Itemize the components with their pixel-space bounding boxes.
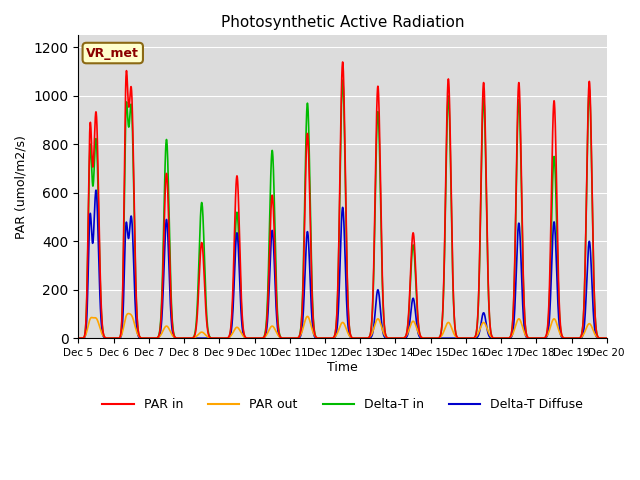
Delta-T in: [216, 336, 223, 341]
X-axis label: Time: Time: [327, 360, 358, 374]
Line: Delta-T in: Delta-T in: [79, 80, 607, 338]
PAR out: [593, 334, 600, 339]
Delta-T Diffuse: [300, 293, 308, 299]
Delta-T in: [603, 336, 611, 341]
Delta-T Diffuse: [92, 187, 100, 193]
PAR in: [300, 243, 308, 249]
PAR out: [300, 321, 308, 326]
Line: PAR in: PAR in: [79, 62, 607, 338]
Legend: PAR in, PAR out, Delta-T in, Delta-T Diffuse: PAR in, PAR out, Delta-T in, Delta-T Dif…: [97, 393, 588, 416]
PAR in: [536, 336, 543, 341]
Delta-T in: [536, 336, 543, 341]
Line: Delta-T Diffuse: Delta-T Diffuse: [79, 190, 607, 338]
Delta-T Diffuse: [166, 297, 174, 302]
PAR out: [603, 336, 611, 341]
Delta-T in: [339, 77, 346, 83]
PAR in: [215, 336, 223, 341]
Delta-T in: [135, 331, 143, 336]
PAR in: [166, 267, 174, 273]
PAR in: [277, 335, 285, 341]
Delta-T Diffuse: [593, 334, 600, 340]
Delta-T in: [300, 230, 308, 236]
Delta-T Diffuse: [135, 334, 143, 340]
PAR in: [603, 336, 611, 341]
Delta-T Diffuse: [277, 335, 285, 341]
PAR out: [215, 336, 223, 341]
PAR out: [125, 311, 132, 316]
PAR in: [339, 59, 346, 65]
PAR in: [135, 330, 143, 336]
PAR out: [135, 333, 143, 339]
Delta-T Diffuse: [445, 336, 452, 341]
PAR out: [536, 336, 543, 341]
Delta-T in: [277, 335, 285, 340]
Delta-T in: [593, 330, 600, 336]
Delta-T Diffuse: [536, 336, 543, 341]
Title: Photosynthetic Active Radiation: Photosynthetic Active Radiation: [221, 15, 465, 30]
PAR in: [593, 330, 600, 336]
PAR out: [75, 336, 83, 341]
PAR out: [166, 328, 174, 334]
Delta-T Diffuse: [75, 336, 83, 341]
PAR in: [75, 336, 83, 341]
Text: VR_met: VR_met: [86, 47, 140, 60]
Delta-T in: [166, 253, 174, 259]
Line: PAR out: PAR out: [79, 313, 607, 338]
PAR out: [278, 335, 285, 341]
Delta-T in: [75, 336, 83, 341]
Y-axis label: PAR (umol/m2/s): PAR (umol/m2/s): [15, 135, 28, 239]
Delta-T Diffuse: [603, 336, 611, 341]
